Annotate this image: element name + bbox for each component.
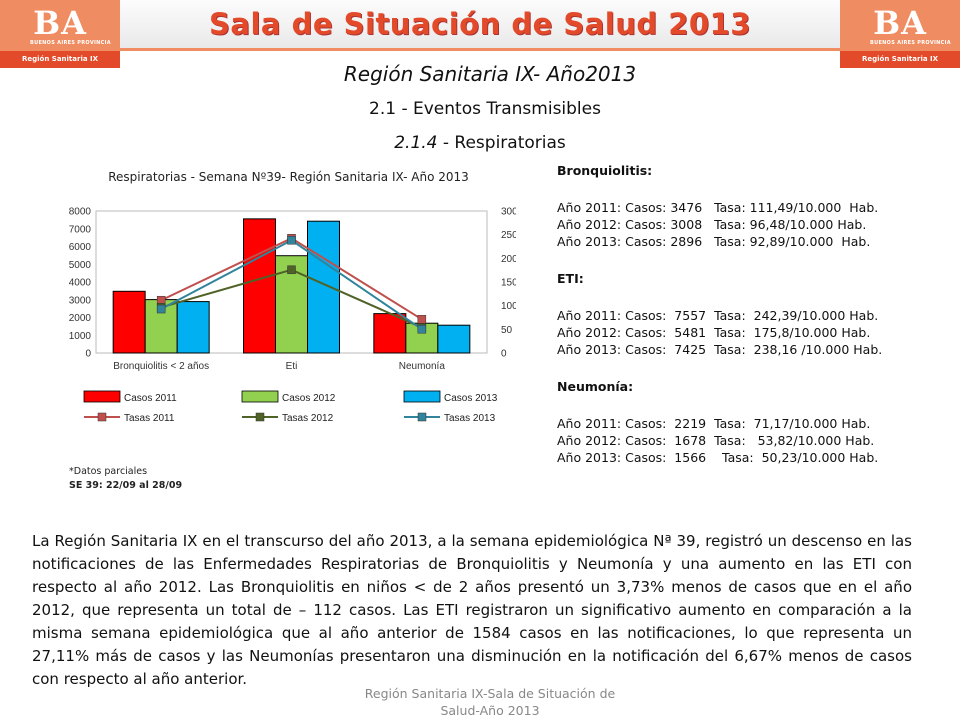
logo-subtitle: BUENOS AIRES PROVINCIA	[30, 40, 111, 46]
point-tasas-2013	[156, 304, 166, 314]
y2-tick-label: 300	[501, 207, 516, 218]
region-title: Región Sanitaria IX- Año2013	[343, 62, 637, 86]
legend-casos-2013-label: Casos 2013	[444, 393, 498, 404]
subsection-title: 2.1.4 - Respiratorias	[0, 133, 960, 153]
logo-text: BA	[873, 4, 927, 42]
neumonia-2012: Año 2012: Casos: 1678 Tasa: 53,82/10.000…	[557, 433, 875, 448]
y-tick-label: 6000	[69, 242, 92, 253]
legend-casos-2011-swatch	[83, 390, 121, 403]
x-tick-label: Neumonía	[399, 361, 446, 372]
subsection-number: 2.1.4	[394, 133, 438, 153]
logo-region: Región Sanitaria IX	[862, 55, 939, 63]
neumonia-2013: Año 2013: Casos: 1566 Tasa: 50,23/10.000…	[557, 450, 879, 465]
footer-line-2: Salud-Año 2013	[440, 703, 540, 718]
y2-tick-label: 0	[501, 349, 507, 360]
y2-tick-label: 50	[501, 325, 513, 336]
respiratory-chart: 0 1000 2000 3000 4000 5000 6000 7000 8000 0 50 100 1…	[69, 207, 516, 425]
eti-2011: Año 2011: Casos: 7557 Tasa: 242,39/10.00…	[557, 308, 879, 323]
legend-tasas-2011-marker	[97, 412, 107, 422]
chart-title: Respiratorias - Semana Nº39- Región Sani…	[108, 170, 469, 184]
chart-notes: *Datos parciales SE 39: 22/09 al 28/09	[69, 465, 182, 493]
ba-logo-left: BA BUENOS AIRES PROVINCIA Región Sanitar…	[0, 0, 120, 68]
logo-bar	[0, 51, 120, 68]
footer: Región Sanitaria IX-Sala de Situación de…	[355, 685, 625, 719]
legend-casos-2012-swatch	[241, 390, 279, 403]
x-tick-label: Eti	[286, 361, 298, 372]
title-banner: Sala de Situación de Salud 2013	[120, 0, 840, 51]
y2-tick-label: 250	[501, 230, 516, 241]
section-title: 2.1 - Eventos Transmisibles	[369, 99, 601, 119]
legend-tasas-2013-marker	[417, 412, 427, 422]
ba-logo-right: BA BUENOS AIRES PROVINCIA Región Sanitar…	[840, 0, 960, 68]
logo-text: BA	[33, 4, 87, 42]
x-tick-label: Bronquiolitis < 2 años	[113, 361, 209, 372]
neumonia-heading: Neumonía:	[557, 379, 634, 394]
neumonia-2011: Año 2011: Casos: 2219 Tasa: 71,17/10.000…	[557, 416, 871, 431]
legend-casos-2012-label: Casos 2012	[282, 393, 336, 404]
y-tick-label: 7000	[69, 224, 92, 235]
eti-2012: Año 2012: Casos: 5481 Tasa: 175,8/10.000…	[557, 325, 871, 340]
point-tasas-2012	[287, 265, 296, 275]
banner-title: Sala de Situación de Salud 2013	[209, 7, 751, 41]
y-tick-label: 0	[85, 349, 91, 360]
y-tick-label: 3000	[69, 295, 92, 306]
logo-region: Región Sanitaria IX	[22, 55, 99, 63]
legend-tasas-2012-label: Tasas 2012	[282, 413, 334, 424]
y-tick-label: 2000	[69, 313, 92, 324]
bronquiolitis-2012: Año 2012: Casos: 3008 Tasa: 96,48/10.000…	[557, 217, 867, 232]
eti-2013: Año 2013: Casos: 7425 Tasa: 238,16 /10.0…	[557, 342, 883, 357]
bar-casos-2011	[373, 313, 407, 354]
partial-data-note: *Datos parciales	[69, 466, 148, 477]
bar-casos-2013	[176, 301, 210, 354]
y2-tick-label: 150	[501, 278, 516, 289]
point-tasas-2011	[417, 315, 427, 324]
footer-line-1: Región Sanitaria IX-Sala de Situación de	[364, 686, 616, 701]
logo-bar	[840, 51, 960, 68]
bronquiolitis-2011: Año 2011: Casos: 3476 Tasa: 111,49/10.00…	[557, 200, 879, 215]
y-tick-label: 4000	[69, 278, 92, 289]
bar-casos-2013	[307, 220, 340, 354]
bar-casos-2011	[243, 218, 276, 354]
y2-tick-label: 100	[501, 301, 516, 312]
legend-tasas-2012-marker	[255, 412, 265, 422]
point-tasas-2013	[417, 324, 427, 334]
chart-container: Respiratorias - Semana Nº39- Región Sani…	[66, 163, 516, 495]
subsection-name: - Respiratorias	[437, 133, 566, 153]
y-tick-label: 8000	[69, 207, 92, 218]
bar-casos-2013	[437, 324, 471, 354]
legend-tasas-2013-label: Tasas 2013	[444, 413, 496, 424]
eti-heading: ETI:	[557, 271, 584, 286]
epi-week-note: SE 39: 22/09 al 28/09	[69, 480, 183, 491]
bar-casos-2012	[405, 322, 439, 354]
point-tasas-2013	[287, 236, 296, 245]
logo-subtitle: BUENOS AIRES PROVINCIA	[870, 40, 951, 46]
bar-casos-2011	[112, 290, 146, 354]
legend-casos-2013-swatch	[403, 390, 441, 403]
legend-casos-2011-label: Casos 2011	[124, 393, 177, 404]
y-tick-label: 1000	[69, 331, 92, 342]
legend-tasas-2011-label: Tasas 2011	[124, 413, 175, 424]
bronquiolitis-2013: Año 2013: Casos: 2896 Tasa: 92,89/10.000…	[557, 234, 871, 249]
bronquiolitis-heading: Bronquiolitis:	[557, 163, 653, 178]
y2-tick-label: 200	[501, 254, 516, 265]
point-tasas-2011	[156, 295, 166, 305]
y-tick-label: 5000	[69, 260, 92, 271]
header: BA BUENOS AIRES PROVINCIA Región Sanitar…	[0, 0, 960, 70]
stats-panel: Bronquiolitis: Año 2011: Casos: 3476 Tas…	[557, 163, 947, 467]
summary-paragraph: La Región Sanitaria IX en el transcurso …	[32, 532, 912, 688]
